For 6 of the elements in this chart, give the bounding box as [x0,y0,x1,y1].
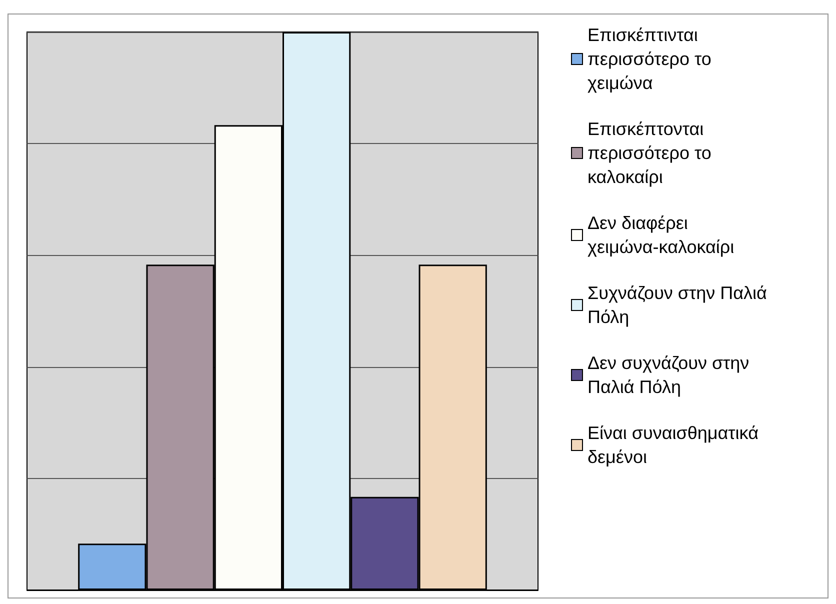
legend-label: Συχνάζουν στην Παλιά Πόλη [588,283,767,327]
legend-label: Επισκέπτονται περισσότερο το καλοκαίρι [588,119,712,187]
legend-label: Δεν συχνάζουν στην Παλιά Πόλη [588,353,750,397]
legend-label: Είναι συναισθηματικά δεμένοι [588,423,758,467]
legend-label: Επισκέπτινται περισσότερο το χειμώνα [588,25,712,93]
legend-label: Δεν διαφέρει χειμώνα-καλοκαίρι [588,213,734,257]
